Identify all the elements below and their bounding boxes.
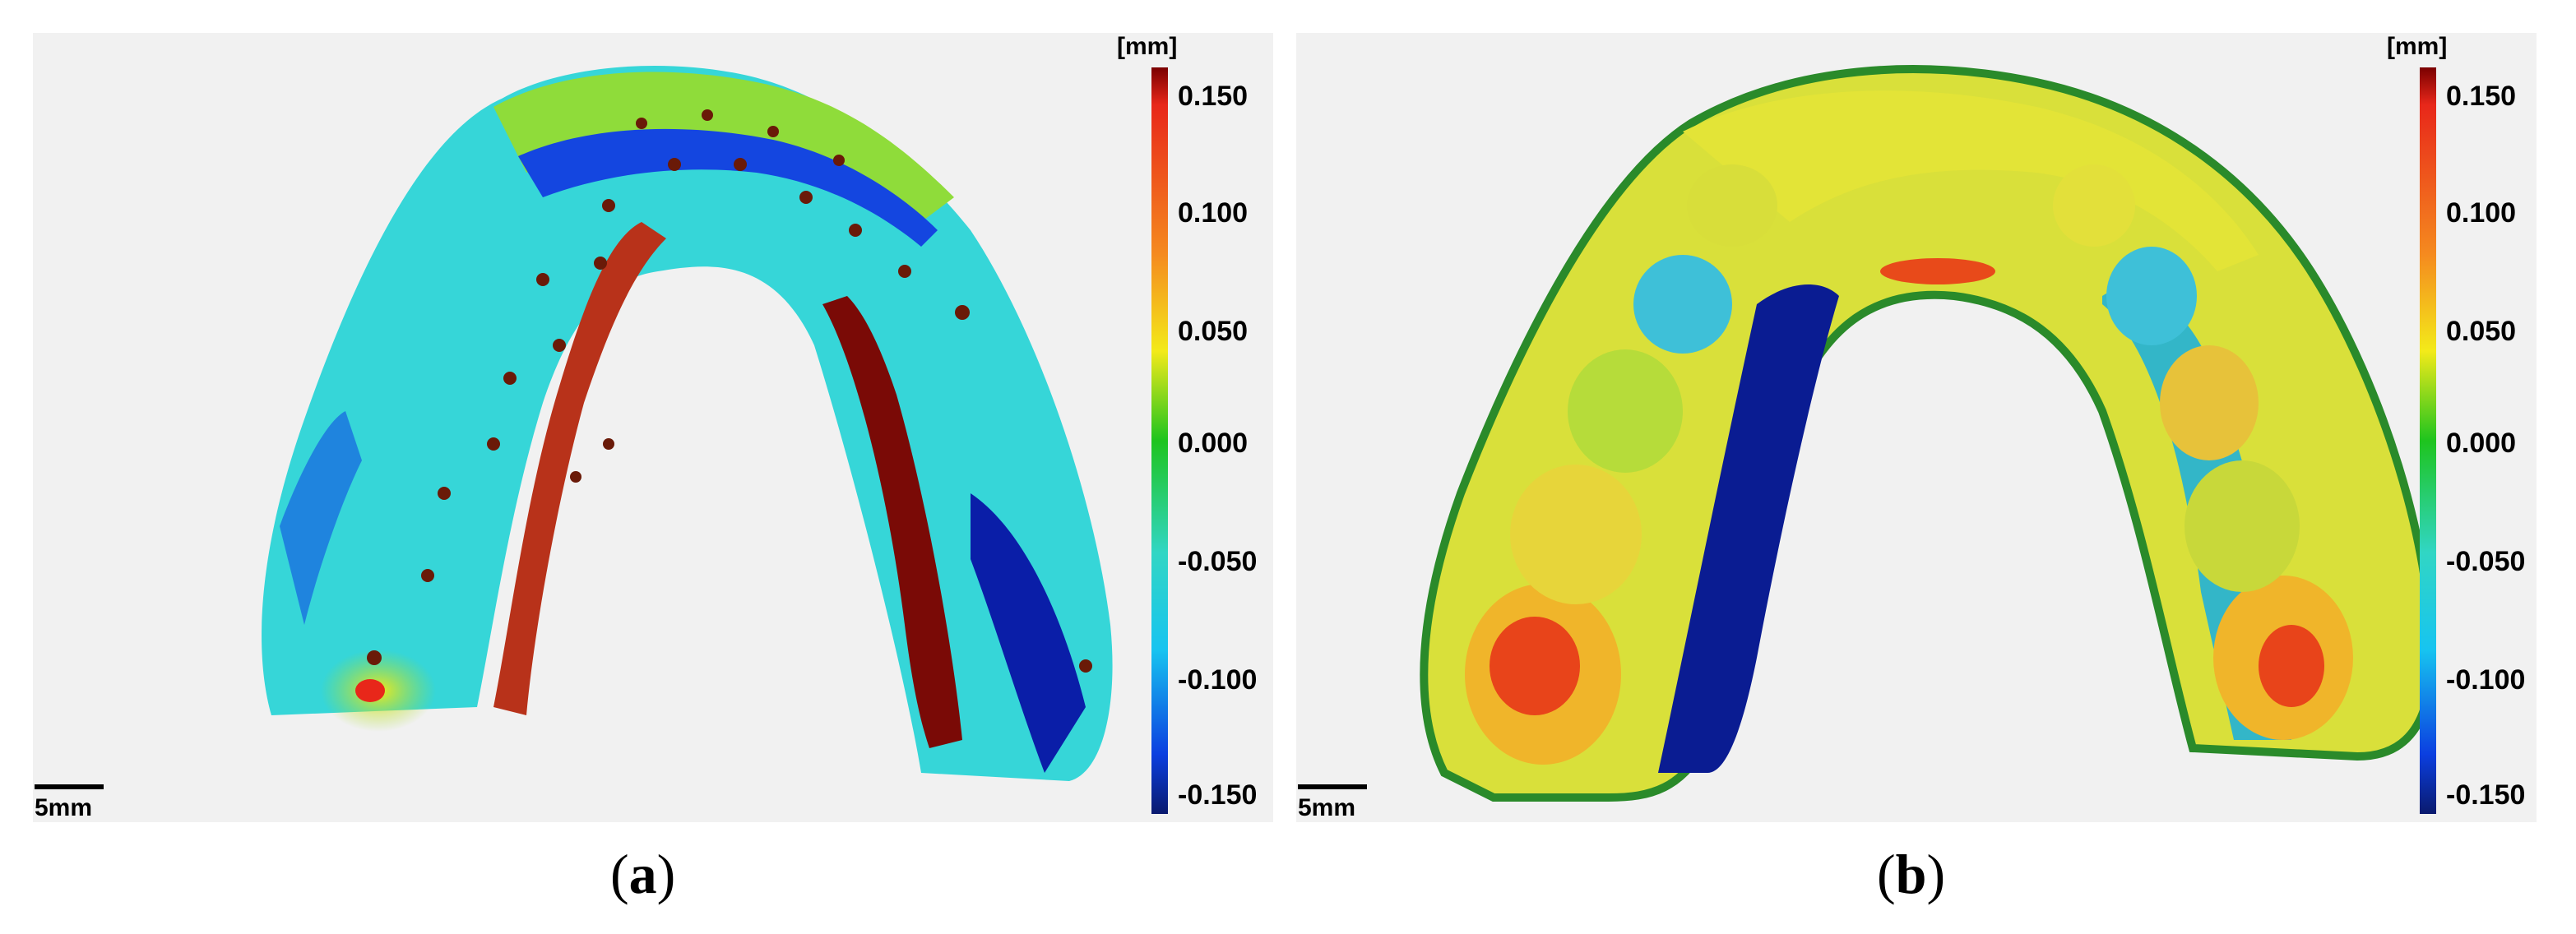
panel-a-image xyxy=(33,33,1273,822)
arch-rim xyxy=(493,72,954,222)
right-low-region xyxy=(971,493,1086,773)
panel-b-deviation-map xyxy=(1420,65,2436,802)
anterior-red-spot xyxy=(1880,258,1995,284)
left-high-band xyxy=(493,222,666,715)
vent-holes xyxy=(367,109,1092,673)
caption-b-letter: b xyxy=(1895,843,1927,905)
caption-b: (b) xyxy=(1877,843,1946,905)
panel-b-image xyxy=(1296,33,2537,822)
left-teeth xyxy=(1465,164,1777,765)
palate-area xyxy=(1683,90,2259,271)
arch-groove xyxy=(518,128,938,247)
arch-body xyxy=(262,66,1113,781)
right-high-wall xyxy=(822,296,962,748)
caption-a: (a) xyxy=(610,843,676,905)
panel-a-deviation-map xyxy=(262,66,1113,781)
anterior-spot-red xyxy=(355,679,385,702)
caption-a-letter: a xyxy=(628,843,657,905)
left-low-wall xyxy=(1658,284,1839,773)
right-teeth xyxy=(2053,164,2353,740)
left-low-region xyxy=(280,411,362,625)
